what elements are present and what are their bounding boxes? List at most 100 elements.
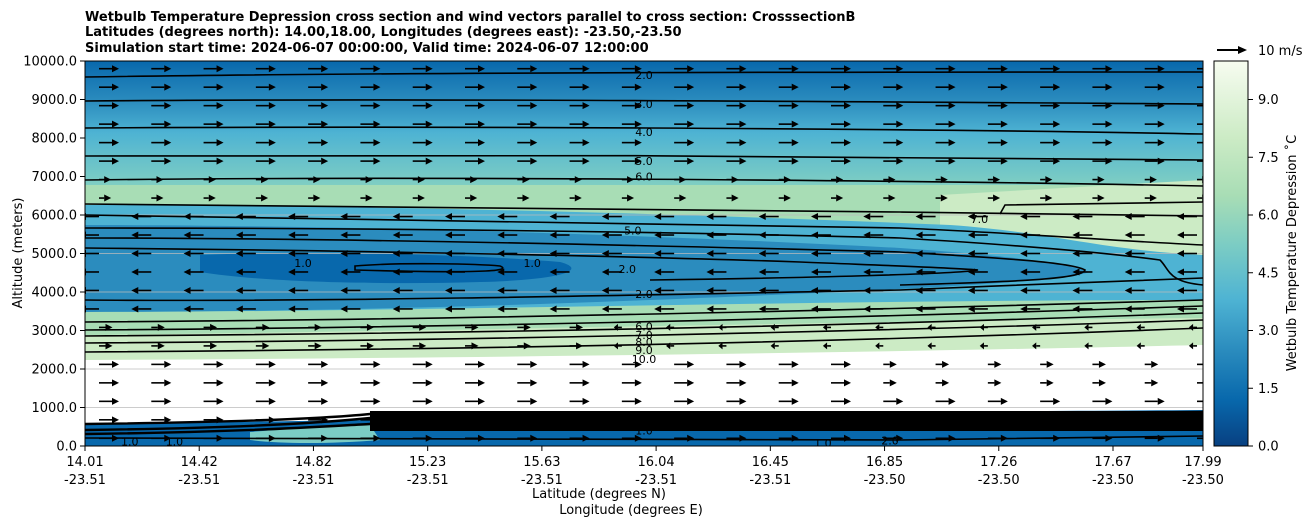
wind-vector-head: [1084, 323, 1089, 331]
wind-vector-head: [574, 194, 582, 202]
colorbar-label: Wetbulb Temperature Depression ˚C: [1284, 135, 1300, 372]
wind-vector-head: [896, 157, 904, 165]
y-axis: 0.0 1000.0 2000.0 3000.0 4000.0 5000.0 6000.0 7…: [23, 55, 85, 455]
wind-vector-head: [366, 323, 374, 331]
wind-vector-head: [948, 83, 956, 91]
wind-vector-head: [530, 379, 538, 387]
wind-vector-head: [1177, 250, 1184, 257]
wind-vector-head: [896, 83, 904, 91]
contour-line-7a: [85, 203, 1203, 217]
y-tick-label: 7000.0: [32, 170, 78, 185]
wind-vector-head: [471, 342, 479, 350]
wind-vector-head: [549, 231, 557, 239]
wind-vector-head: [576, 323, 584, 331]
wind-vector-head: [967, 268, 975, 276]
colorbar-tick-label: 1.5: [1258, 382, 1279, 397]
wind-vector-head: [164, 434, 172, 442]
wind-vector-head: [164, 360, 172, 368]
wind-vector-head: [131, 268, 139, 276]
wind-vector-head: [940, 194, 948, 202]
wind-vector-head: [183, 305, 191, 313]
wind-vector-head: [844, 157, 851, 165]
wind-vector-head: [601, 250, 609, 257]
colorbar-tick-label: 3.0: [1258, 324, 1279, 339]
wind-vector-head: [1053, 65, 1061, 73]
wind-vector-head: [164, 379, 172, 387]
wind-vector-head: [1000, 102, 1008, 110]
wind-vector-head: [112, 397, 119, 405]
wind-vector-head: [613, 323, 618, 331]
wind-vector-head: [627, 194, 635, 202]
wind-vector-head: [373, 360, 381, 368]
wind-vector-head: [235, 213, 243, 221]
wind-vector-head: [948, 102, 956, 110]
colorbar-tick-label: 6.0: [1258, 209, 1279, 224]
wind-vector-head: [942, 379, 950, 387]
wind-vector-head: [216, 397, 224, 405]
wind-vector-head: [613, 342, 618, 350]
wind-vector-head: [791, 360, 799, 368]
wind-vector-head: [392, 250, 400, 257]
contour-line-surface-stack-1: [85, 410, 1203, 426]
wind-vector-head: [889, 360, 897, 368]
wind-vector-head: [739, 379, 747, 387]
wind-vector-head: [365, 176, 373, 184]
wind-vector-head: [497, 305, 505, 313]
wind-vector-head: [1157, 434, 1165, 442]
wind-vector-head: [1046, 379, 1054, 387]
wind-vector-head: [791, 434, 799, 442]
wind-vector-head: [687, 139, 695, 147]
wind-vector-head: [1097, 194, 1105, 202]
wind-vector-head: [445, 286, 452, 294]
wind-vector-head: [321, 102, 329, 110]
y-tick-label: 2000.0: [32, 363, 78, 378]
wind-vector-head: [478, 157, 485, 165]
wind-vector-head: [340, 305, 348, 313]
wind-vector-head: [164, 157, 172, 165]
wind-vector-head: [112, 120, 119, 128]
wind-vector-head: [844, 397, 851, 405]
wind-vector-head: [1032, 323, 1037, 331]
wind-vector-head: [634, 65, 642, 73]
wind-vector-head: [582, 379, 590, 387]
wind-vector-head: [268, 102, 276, 110]
wind-vector-head: [654, 231, 662, 239]
wind-vector-head: [634, 379, 642, 387]
wind-vector-head: [1045, 176, 1053, 184]
wind-vector-head: [235, 231, 243, 239]
wind-vector-head: [844, 434, 851, 442]
wind-vector-head: [896, 416, 904, 424]
wind-vector-head: [340, 250, 348, 257]
wind-vector-head: [888, 176, 896, 184]
wind-vector-head: [574, 176, 582, 184]
wind-vector-head: [425, 434, 433, 442]
chart-title-line-1: Wetbulb Temperature Depression cross sec…: [85, 10, 855, 25]
wind-vector-head: [791, 120, 799, 128]
wind-vector-head: [993, 194, 1001, 202]
wind-vector-head: [112, 102, 119, 110]
wind-vector-head: [687, 102, 695, 110]
wind-vector-head: [811, 231, 818, 239]
wind-vector-head: [758, 305, 766, 313]
wind-vector-head: [425, 416, 433, 424]
wind-vector-head: [445, 231, 452, 239]
y-axis-label: Altitude (meters): [11, 198, 26, 309]
contour-label: 5.0: [635, 155, 653, 168]
wind-vector-head: [268, 65, 276, 73]
wind-vector-head: [425, 102, 433, 110]
wind-vector-head: [373, 416, 381, 424]
wind-vector-head: [687, 83, 695, 91]
wind-vector-head: [392, 305, 400, 313]
wind-vector-head: [530, 434, 538, 442]
wind-vector-head: [940, 176, 948, 184]
y-tick-label: 3000.0: [32, 324, 78, 339]
wind-vector-head: [634, 157, 642, 165]
wind-vector-head: [112, 434, 119, 442]
x-axis-label-latitude: Latitude (degrees N): [532, 487, 666, 502]
contour-label: 2.0: [635, 288, 653, 301]
wind-vector-head: [1053, 83, 1061, 91]
wind-vector-head: [1053, 157, 1061, 165]
wind-vector-head: [582, 83, 590, 91]
wind-vector-head: [967, 213, 975, 221]
wind-vector-head: [530, 416, 538, 424]
